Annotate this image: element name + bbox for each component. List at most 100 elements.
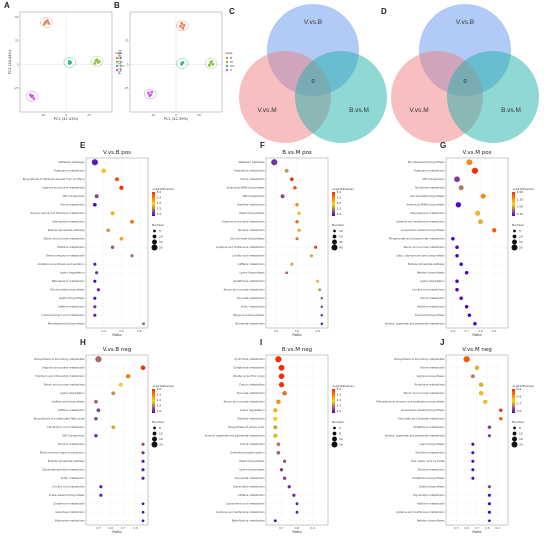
pathway-bubble bbox=[278, 382, 285, 388]
legend-entry: B bbox=[120, 56, 122, 60]
pathway-label: Nicotinate metabolism bbox=[235, 322, 265, 326]
color-legend-tick: 2.5 bbox=[337, 393, 342, 397]
pathway-label: Phenylalanine metabolism bbox=[410, 211, 445, 215]
size-legend-label: 40 bbox=[339, 246, 343, 250]
color-legend-tick: 0.6 bbox=[517, 409, 522, 413]
y-tick-label: 0 bbox=[17, 62, 19, 66]
venn-region-count: 0 bbox=[311, 79, 314, 85]
pca-point-B bbox=[45, 20, 48, 23]
pathway-label: 2-Oxocarboxylic acid metabolism bbox=[41, 313, 85, 317]
confidence-ellipse-QC bbox=[63, 57, 77, 68]
venn-panel-D: D V.vs.B V.vs.M B.vs.M 0 bbox=[381, 4, 539, 143]
size-legend-label: 16 bbox=[519, 437, 523, 441]
pathway-label: Monoterpenoid biosynthesis bbox=[48, 322, 85, 326]
pathway-label: Citrate cycle (TCA cycle) bbox=[233, 374, 265, 378]
confidence-ellipse-V bbox=[25, 91, 39, 102]
venn-set-label: V.vs.B bbox=[304, 19, 322, 26]
pca-point-V bbox=[150, 90, 154, 94]
pathway-bubble bbox=[471, 442, 475, 446]
pca-point-V bbox=[28, 93, 32, 97]
pathway-bubble bbox=[285, 271, 289, 275]
color-legend-tick: 0.8 bbox=[517, 394, 522, 398]
pca-point-M bbox=[211, 62, 215, 66]
size-legend-label: 8 bbox=[339, 432, 341, 436]
pathway-bubble bbox=[106, 228, 110, 232]
pathway-label: Alanine, aspartate and glutamate metabol… bbox=[205, 434, 265, 438]
pathway-bubble bbox=[295, 203, 299, 207]
x-axis-label: Ratio bbox=[292, 333, 301, 337]
pathway-bubble bbox=[118, 382, 123, 387]
color-legend-tick: 3.0 bbox=[337, 190, 342, 194]
pathway-label: Pentose phosphate pathway bbox=[48, 228, 85, 232]
size-legend-label: 12 bbox=[519, 432, 523, 436]
pathway-label: ABC transporters bbox=[62, 434, 85, 438]
pathway-bubble bbox=[282, 391, 287, 396]
pathway-label: Pyruvate metabolism bbox=[237, 391, 265, 395]
pathway-label: Tyrosine metabolism bbox=[238, 228, 265, 232]
pca-point-B bbox=[181, 26, 185, 30]
pathway-label: Arginine biosynthesis bbox=[417, 374, 445, 378]
size-legend-marker bbox=[331, 244, 338, 251]
pathway-label: Zeatin biosynthesis bbox=[419, 485, 445, 489]
pathway-bubble bbox=[316, 279, 320, 283]
y-axis-label: PC2 (27.08%) bbox=[118, 49, 122, 74]
size-legend-title: Number bbox=[332, 223, 345, 227]
size-legend-label: 5 bbox=[159, 229, 161, 233]
color-legend-tick: 3.0 bbox=[157, 190, 162, 194]
legend-entry: V bbox=[230, 68, 233, 72]
y-tick-label: 50 bbox=[15, 15, 19, 19]
size-legend-title: Number bbox=[152, 420, 165, 424]
x-axis-label: Ratio bbox=[112, 333, 121, 337]
pathway-label: Lysine biosynthesis bbox=[239, 468, 265, 472]
size-legend-title: Number bbox=[152, 223, 165, 227]
x-tick-label: 0.4 bbox=[101, 329, 106, 333]
pathway-bubble bbox=[141, 510, 145, 514]
pca-point-V bbox=[148, 94, 151, 98]
pathway-bubble bbox=[475, 210, 481, 216]
size-legend-label: 5 bbox=[519, 229, 521, 233]
pathway-label: Glycerophospholipid metabolism bbox=[42, 468, 85, 472]
x-axis-label: PC1 (42.39%) bbox=[164, 117, 189, 121]
pathway-bubble bbox=[463, 356, 470, 363]
x-tick-label: 20 bbox=[197, 113, 201, 117]
color-legend-tick: 1.0 bbox=[157, 212, 162, 216]
pathway-label: Carbon metabolism bbox=[239, 383, 265, 387]
pca-panel-A: A -20 0 20 -25 0 25 50 PC1 (41.43%) PC2 (24.44%) c… bbox=[4, 1, 124, 121]
pathway-bubble bbox=[464, 304, 469, 309]
pathway-bubble bbox=[483, 399, 488, 404]
x-tick-label: 0.7 bbox=[475, 526, 480, 530]
pathway-label: Purine metabolism bbox=[240, 177, 265, 181]
chart-title: B.vs.M neg bbox=[282, 347, 312, 353]
pathway-label: Aldosterone synthesis and secretion bbox=[37, 262, 84, 266]
color-legend-tick: 1.5 bbox=[337, 404, 342, 408]
bubble-panel-G: G V.vs.M pos 0.6 0.7 0.8 0.9 Ratio Monoterpenoi… bbox=[385, 141, 534, 337]
confidence-ellipse-B bbox=[40, 17, 53, 28]
x-tick-label: 0.7 bbox=[121, 526, 126, 530]
pathway-bubble bbox=[96, 288, 100, 292]
pca-point-B bbox=[47, 22, 51, 25]
pathway-label: Betalain biosynthesis bbox=[417, 271, 445, 275]
color-legend-title: -log10(Pvalue) bbox=[152, 384, 174, 388]
x-axis-label: Ratio bbox=[292, 530, 301, 534]
pathway-bubble bbox=[130, 219, 134, 224]
pathway-bubble bbox=[297, 228, 301, 232]
pathway-bubble bbox=[141, 502, 145, 506]
color-legend-tick: 1.25 bbox=[517, 197, 524, 201]
color-legend-tick: 1.5 bbox=[337, 207, 342, 211]
legend-marker-M bbox=[115, 60, 119, 64]
pathway-label: Pyruvate metabolism bbox=[237, 296, 265, 300]
pathway-label: Glycerolipid metabolism bbox=[413, 493, 445, 497]
size-legend-marker bbox=[512, 431, 517, 436]
pathway-bubble bbox=[115, 177, 119, 182]
chart-title: V.vs.B neg bbox=[103, 347, 132, 353]
size-legend-label: 16 bbox=[339, 443, 343, 447]
pathway-label: Pentose phosphate pathway bbox=[408, 262, 445, 266]
size-legend-title: Number bbox=[512, 223, 525, 227]
pathway-bubble bbox=[479, 382, 484, 387]
panel-label: F bbox=[260, 141, 265, 150]
pathway-bubble bbox=[320, 314, 324, 317]
pathway-label: Alanine, aspartate and glutamate metabol… bbox=[385, 434, 445, 438]
pca-point-V bbox=[31, 94, 35, 98]
pca-point-B bbox=[42, 22, 46, 26]
venn-panel-C: C V.vs.B V.vs.M B.vs.M 0 bbox=[229, 4, 387, 143]
